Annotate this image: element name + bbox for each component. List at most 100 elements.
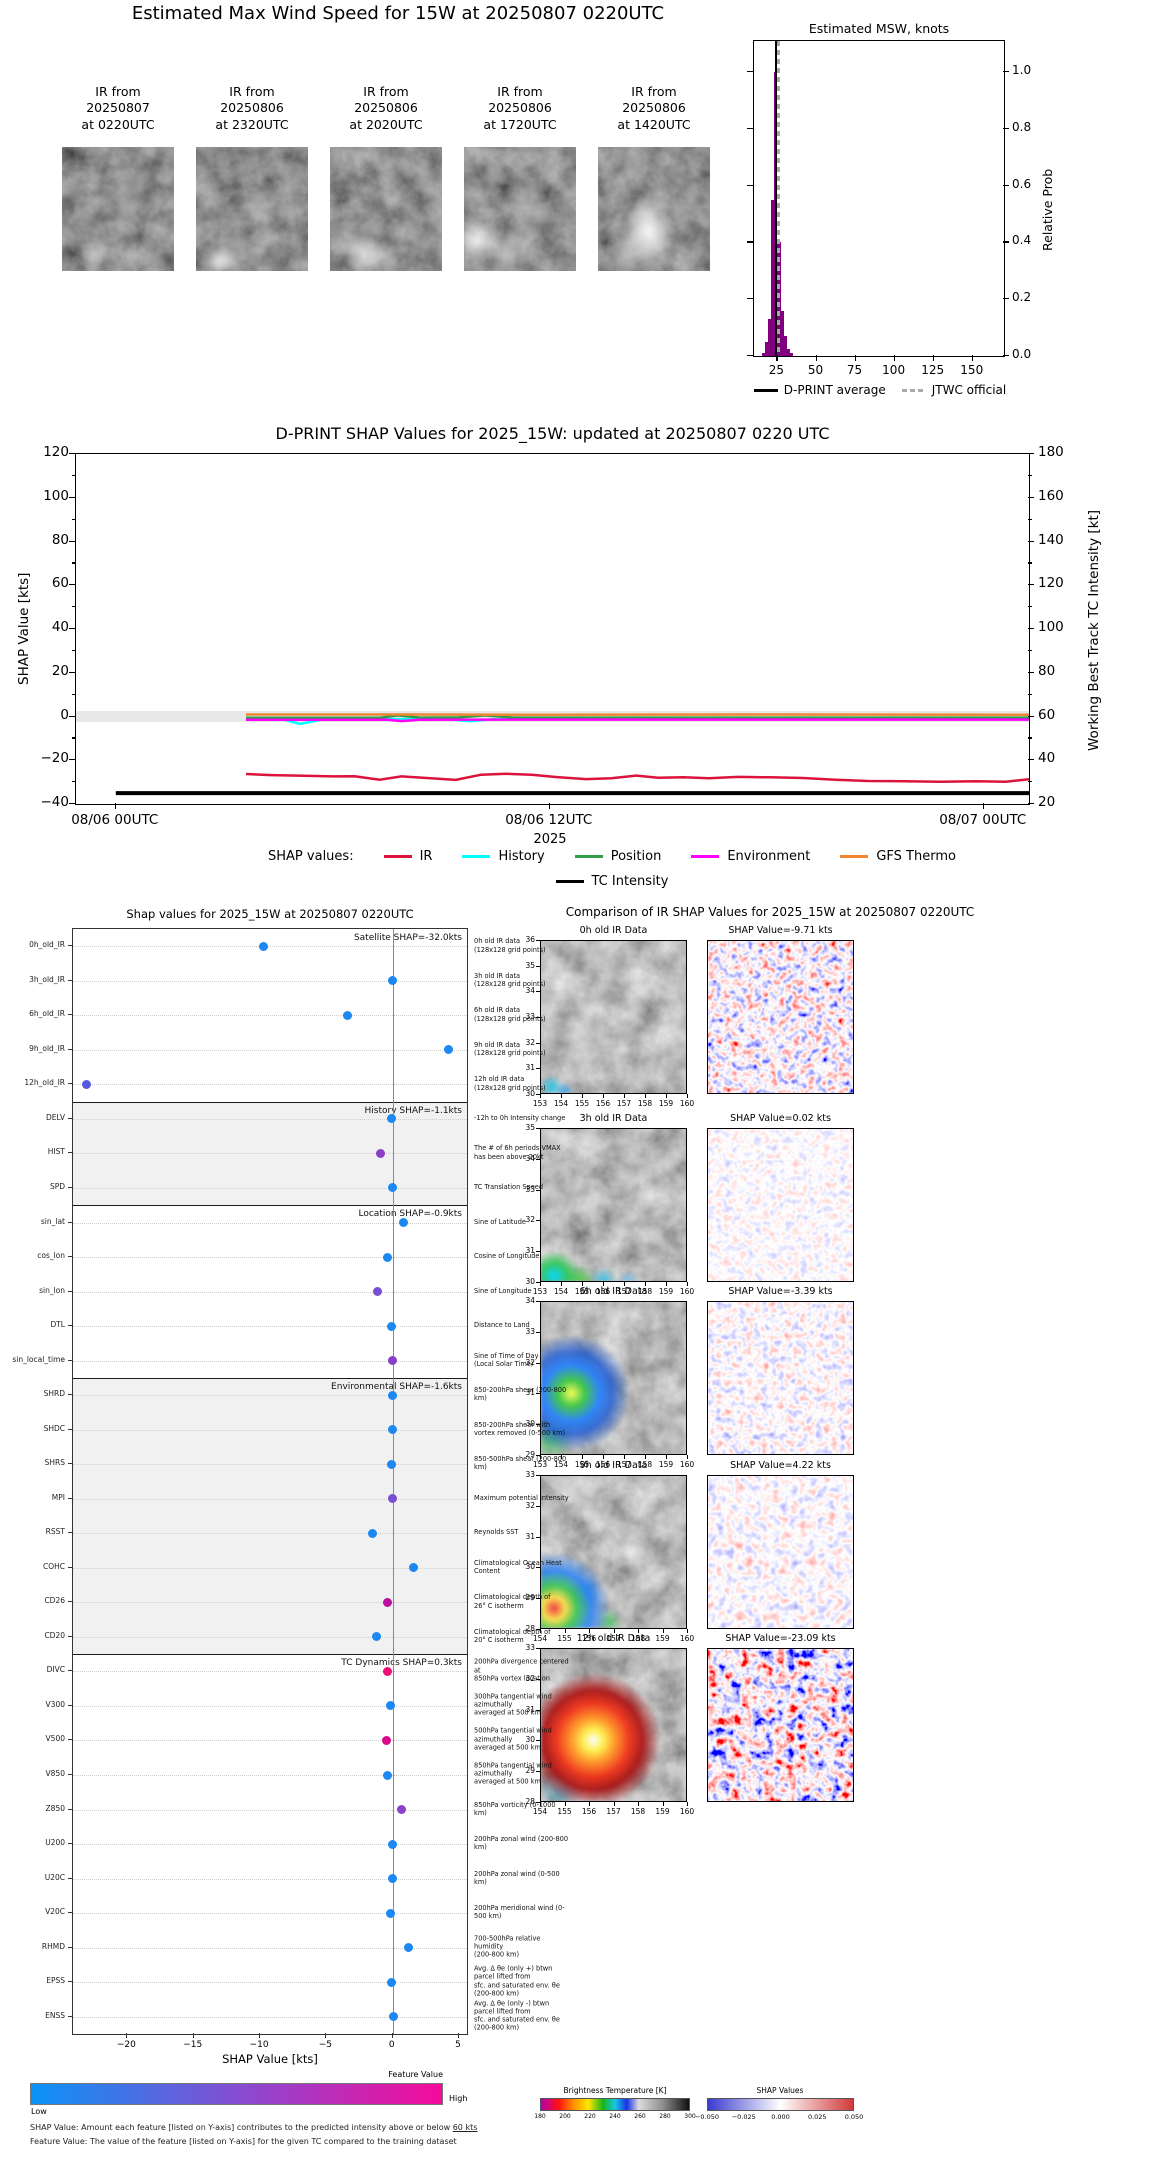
feature-label: 9h_old_IR (29, 1043, 65, 1053)
lat-tick (536, 1771, 540, 1773)
lat-tick-label: 28 (525, 1624, 535, 1633)
lat-tick (536, 1042, 540, 1044)
feature-description: 9h old IR data (128x128 grid points) (474, 1040, 546, 1057)
ir-cloud-highlights (464, 147, 576, 271)
ircomparison-title: Comparison of IR SHAP Values for 2025_15… (565, 905, 975, 919)
histogram-vline (776, 41, 780, 356)
timeseries-plot (75, 453, 1030, 805)
shap-noise-texture (708, 1129, 853, 1281)
ir-thumbnail-image (196, 147, 308, 271)
series-environment (246, 718, 1029, 723)
y-tick (1028, 759, 1034, 761)
feature-label: sin_local_time (12, 1354, 65, 1364)
y-tick (1028, 737, 1032, 739)
row-gridline (73, 1395, 467, 1397)
feature-description: -12h to 0h Intensity change (474, 1113, 566, 1122)
feature-label: COHC (42, 1561, 65, 1571)
bt-tick-label: 220 (584, 2113, 596, 2120)
feature-tick (68, 1083, 72, 1085)
shapcb-tick-label: 0.025 (807, 2113, 827, 2121)
lat-tick (536, 1189, 540, 1191)
section-label: TC Dynamics SHAP=0.3kts (341, 1658, 462, 1669)
timeseries-year-label: 2025 (533, 832, 567, 847)
y-tick (1003, 71, 1009, 73)
shapcb-tick-label: 0.050 (844, 2113, 864, 2121)
feature-tick (68, 945, 72, 947)
y-tick (71, 518, 75, 520)
y-tick (71, 781, 75, 783)
shap-dot (386, 1321, 396, 1331)
row-gridline (73, 1533, 467, 1535)
shap-dot (382, 1597, 392, 1607)
y-tick (71, 693, 75, 695)
row-gridline (73, 1429, 467, 1431)
lon-tick (540, 1455, 541, 1459)
feature-label: V20C (45, 1907, 65, 1917)
histogram-title: Estimated MSW, knots (808, 21, 950, 36)
lon-tick-label: 158 (630, 1634, 646, 1643)
y-tick-label-right: 60 (1038, 706, 1056, 723)
shap-dot (372, 1632, 382, 1642)
ir-cloud-highlights (62, 147, 174, 271)
y-tick-label: 100 (43, 487, 69, 504)
lat-tick-label: 31 (525, 1388, 535, 1398)
y-tick (71, 562, 75, 564)
lon-tick-label: 158 (637, 1287, 653, 1296)
legend-label: History (498, 849, 545, 864)
ir-cloud-highlights (598, 147, 710, 271)
y-tick (69, 496, 75, 498)
y-tick (1003, 127, 1009, 130)
x-tick-label: −15 (183, 2040, 203, 2050)
x-tick (458, 2033, 460, 2038)
legend-label: Position (610, 849, 662, 864)
feature-description: 850-200hPa shear (200-800 km) (474, 1385, 567, 1403)
featurevalue-colorbar-label: Feature Value (388, 2070, 443, 2079)
feature-tick (68, 1152, 72, 1154)
feature-description: 200hPa divergence centered at 850hPa vor… (474, 1658, 569, 1683)
lon-tick-label: 155 (574, 1460, 590, 1469)
row-gridline (73, 1947, 467, 1949)
lat-tick (536, 1282, 540, 1283)
featurevalue-footnote: Feature Value: The value of the feature … (30, 2137, 457, 2146)
shap-map-image (707, 1648, 854, 1802)
feature-label: RSST (45, 1527, 65, 1537)
y-tick-label-right: 20 (1038, 794, 1056, 810)
y-tick (1028, 628, 1034, 630)
y-tick (71, 474, 75, 477)
row-gridline (73, 2016, 467, 2018)
shap-dot (381, 1735, 391, 1745)
lon-tick-label: 156 (595, 1460, 611, 1469)
row-gridline (73, 1360, 467, 1362)
lat-tick-label: 32 (525, 1357, 535, 1367)
lon-tick (603, 1455, 604, 1459)
feature-tick (68, 1912, 72, 1914)
lat-tick-label: 30 (525, 1562, 535, 1572)
ir-thumbnail-image (330, 147, 442, 271)
lon-tick-label: 157 (616, 1287, 632, 1296)
feature-description: 850-200hPa shear with vortex removed (0-… (474, 1420, 566, 1437)
lon-tick (638, 1629, 639, 1633)
y-tick (1028, 562, 1032, 564)
feature-tick (68, 1981, 72, 1983)
y-tick (747, 184, 753, 186)
lon-tick (645, 1455, 646, 1459)
shap-dot (409, 1563, 419, 1573)
feature-label: SHDC (43, 1423, 65, 1433)
shap-dot (388, 1356, 398, 1366)
timeseries-ylabel-right: Working Best Track TC Intensity [kt] (1086, 509, 1102, 751)
lon-tick (582, 1094, 583, 1098)
feature-label: MPI (51, 1492, 65, 1502)
lat-tick (536, 1301, 540, 1302)
feature-tick (68, 1808, 72, 1810)
y-tick (1028, 803, 1034, 805)
feature-description: Sine of Latitude (474, 1217, 526, 1226)
shap-dot (386, 1114, 396, 1124)
shap-dot (386, 1459, 396, 1469)
y-tick (1028, 453, 1034, 455)
x-tick-label: 08/06 12UTC (505, 812, 593, 828)
msw-histogram-plot (753, 40, 1005, 357)
lon-tick-label: 155 (557, 1807, 572, 1816)
y-tick (747, 241, 753, 243)
lat-tick-label: 31 (525, 1704, 535, 1714)
feature-description: 200hPa zonal wind (200-800 km) (474, 1834, 569, 1852)
